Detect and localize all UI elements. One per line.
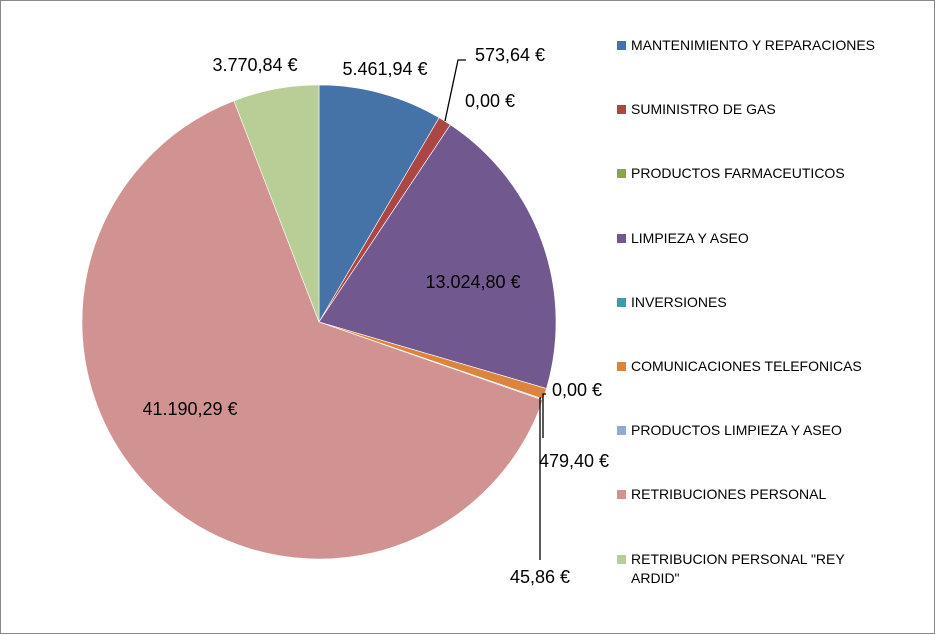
legend-item: LIMPIEZA Y ASEO (617, 229, 917, 248)
data-label: 41.190,29 € (142, 399, 237, 419)
legend-swatch (617, 233, 626, 243)
legend-item: PRODUCTOS LIMPIEZA Y ASEO (617, 422, 917, 440)
legend-item: RETRIBUCIONES PERSONAL (617, 486, 917, 504)
legend-swatch (617, 297, 626, 307)
legend-label: RETRIBUCIONES PERSONAL (631, 486, 827, 503)
legend-label: LIMPIEZA Y ASEO (631, 229, 749, 246)
data-label: 0,00 € (552, 380, 602, 400)
legend-label: MANTENIMIENTO Y REPARACIONES (631, 37, 876, 53)
data-label: 45,86 € (510, 567, 570, 587)
legend-label: PRODUCTOS FARMACEUTICOS (631, 165, 845, 182)
legend-item: INVERSIONES (617, 293, 917, 312)
legend-swatch (617, 105, 626, 115)
data-label: 3.770,84 € (212, 55, 297, 75)
data-label: 13.024,80 € (425, 272, 520, 292)
legend-swatch (617, 41, 626, 50)
legend-swatch (617, 362, 626, 371)
data-label: 573,64 € (475, 45, 545, 65)
legend-item: COMUNICACIONES TELEFONICAS (617, 358, 917, 376)
legend-label: SUMINISTRO DE GAS (631, 101, 776, 118)
legend-swatch (617, 490, 626, 500)
legend-label: RETRIBUCION PERSONAL "REY ARDID" (631, 550, 845, 586)
leader-line (444, 59, 466, 122)
legend-item: MANTENIMIENTO Y REPARACIONES (617, 37, 917, 55)
legend-swatch (617, 169, 626, 179)
data-label: 479,40 € (539, 451, 609, 471)
pie-slice (318, 124, 557, 389)
legend-item: RETRIBUCION PERSONAL "REY ARDID" (617, 550, 917, 588)
legend-label: INVERSIONES (631, 293, 727, 310)
data-label: 5.461,94 € (342, 59, 427, 79)
legend-swatch (617, 426, 626, 436)
legend-item: PRODUCTOS FARMACEUTICOS (617, 165, 917, 183)
legend-swatch (617, 554, 626, 564)
legend-label: PRODUCTOS LIMPIEZA Y ASEO (631, 422, 842, 439)
leader-line (542, 393, 546, 438)
data-label: 0,00 € (465, 91, 515, 111)
legend-item: SUMINISTRO DE GAS (617, 101, 917, 119)
pie-slice (81, 100, 544, 560)
pie-slice (233, 84, 320, 323)
leader-line (539, 397, 541, 560)
pie-slice (318, 84, 440, 324)
legend-label: COMUNICACIONES TELEFONICAS (631, 358, 862, 374)
